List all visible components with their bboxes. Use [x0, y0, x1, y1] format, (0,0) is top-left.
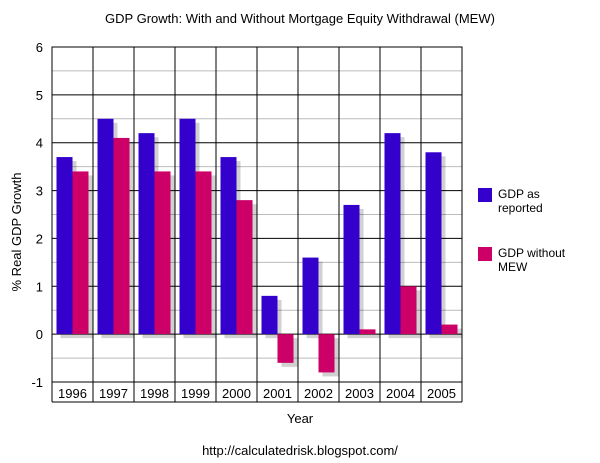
x-tick-label: 2005: [427, 386, 456, 401]
bar-gdp-reported-1996: [56, 157, 73, 335]
bar-gdp-reported-2001: [261, 295, 278, 335]
bar-gdp-without-mew-2001: [277, 334, 294, 363]
x-tick-label: 2002: [304, 386, 333, 401]
x-tick-label: 2004: [386, 386, 415, 401]
x-tick-label: 2000: [222, 386, 251, 401]
bar-shadow: [363, 333, 380, 339]
bar-gdp-reported-2003: [343, 204, 360, 335]
bar-gdp-without-mew-2000: [236, 200, 253, 335]
legend-label-gdp-without-mew: GDP without MEW: [498, 246, 566, 274]
plot-frame: [51, 46, 463, 383]
bar-gdp-reported-1999: [179, 118, 196, 335]
y-tick-label: 0: [36, 327, 43, 342]
x-tick-label: 1997: [99, 386, 128, 401]
bar-gdp-reported-2000: [220, 157, 237, 335]
bar-gdp-without-mew-2004: [400, 286, 417, 335]
y-axis-label: % Real GDP Growth: [9, 173, 24, 292]
bar-gdp-reported-1998: [138, 133, 155, 335]
x-axis-label: Year: [287, 411, 314, 426]
bar-gdp-without-mew-2002: [318, 334, 335, 373]
x-tick-label: 1998: [140, 386, 169, 401]
y-tick-label: 1: [36, 279, 43, 294]
bar-gdp-reported-1997: [97, 118, 114, 335]
legend-swatch-gdp-without-mew: [478, 247, 492, 261]
y-tick-label: 5: [36, 88, 43, 103]
source-url: http://calculatedrisk.blogspot.com/: [202, 443, 398, 458]
y-tick-label: 2: [36, 231, 43, 246]
bar-gdp-reported-2002: [302, 257, 319, 335]
bar-gdp-reported-2005: [425, 152, 442, 335]
bar-gdp-without-mew-1996: [72, 171, 89, 335]
y-tick-label: 4: [36, 136, 43, 151]
bar-gdp-without-mew-2003: [359, 329, 376, 335]
legend-swatch-gdp-reported: [478, 188, 492, 202]
bar-gdp-without-mew-2005: [441, 324, 458, 335]
y-tick-label: 6: [36, 40, 43, 55]
legend: GDP as reported GDP without MEW: [478, 187, 566, 274]
bar-gdp-without-mew-1997: [113, 137, 130, 335]
x-tick-label: 2003: [345, 386, 374, 401]
chart-title: GDP Growth: With and Without Mortgage Eq…: [105, 11, 495, 26]
y-tick-label: -1: [31, 375, 43, 390]
bar-gdp-reported-2004: [384, 133, 401, 335]
x-tick-label: 2001: [263, 386, 292, 401]
y-tick-labels: -1 0 1 2 3 4 5 6: [31, 40, 43, 390]
x-tick-label: 1996: [58, 386, 87, 401]
legend-label-gdp-reported: GDP as reported: [498, 187, 543, 215]
y-tick-label: 3: [36, 184, 43, 199]
bars: [56, 118, 458, 373]
axes: [51, 46, 463, 403]
bar-gdp-without-mew-1999: [195, 171, 212, 335]
x-tick-label: 1999: [181, 386, 210, 401]
bar-gdp-without-mew-1998: [154, 171, 171, 335]
x-tick-labels: 1996 1997 1998 1999 2000 2001 2002 2003 2004 2005: [58, 386, 456, 401]
